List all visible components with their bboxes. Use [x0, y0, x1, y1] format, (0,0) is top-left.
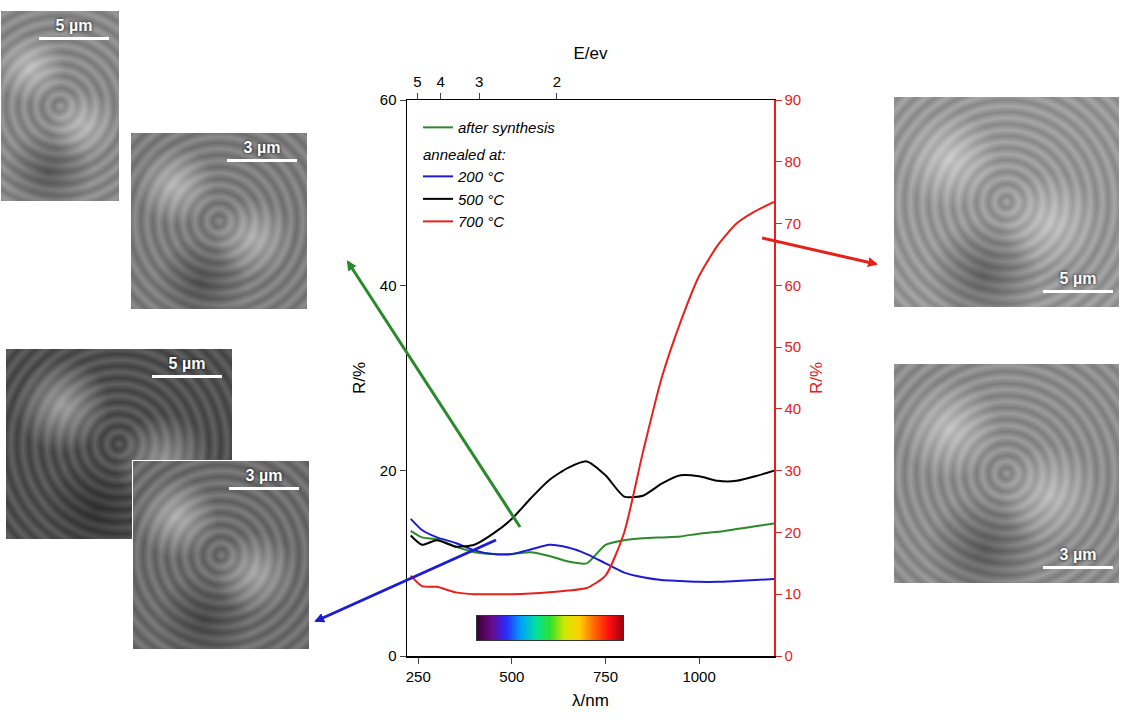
svg-text:30: 30	[785, 462, 802, 479]
svg-text:λ/nm: λ/nm	[572, 691, 609, 710]
svg-text:500: 500	[499, 668, 524, 685]
svg-text:50: 50	[785, 338, 802, 355]
svg-text:40: 40	[380, 277, 397, 294]
svg-text:4: 4	[437, 73, 445, 90]
svg-text:0: 0	[785, 647, 793, 664]
svg-text:10: 10	[785, 585, 802, 602]
svg-text:750: 750	[593, 668, 618, 685]
html-text:3 µm: 3 µm	[245, 467, 283, 484]
svg-text:20: 20	[380, 462, 397, 479]
svg-text:20: 20	[785, 524, 802, 541]
svg-text:70: 70	[785, 215, 802, 232]
svg-text:annealed at:: annealed at:	[423, 146, 506, 163]
html-text:5 µm: 5 µm	[55, 17, 93, 34]
svg-text:1000: 1000	[682, 668, 715, 685]
svg-text:0: 0	[388, 647, 396, 664]
svg-text:500 °C: 500 °C	[458, 191, 504, 208]
svg-text:200 °C: 200 °C	[457, 168, 504, 185]
svg-text:3: 3	[475, 73, 483, 90]
svg-text:after synthesis: after synthesis	[458, 119, 555, 136]
html-text:3 µm: 3 µm	[243, 139, 281, 156]
svg-text:60: 60	[785, 277, 802, 294]
svg-text:40: 40	[785, 400, 802, 417]
svg-text:R/%: R/%	[350, 362, 369, 394]
html-text:5 µm: 5 µm	[168, 355, 206, 372]
svg-text:250: 250	[406, 668, 431, 685]
svg-text:90: 90	[785, 91, 802, 108]
html-text:3 µm: 3 µm	[1059, 546, 1097, 563]
html-text:5 µm: 5 µm	[1059, 270, 1097, 287]
svg-text:E/ev: E/ev	[573, 44, 608, 63]
svg-text:R/%: R/%	[807, 362, 826, 394]
svg-text:700 °C: 700 °C	[458, 213, 504, 230]
svg-text:5: 5	[413, 73, 421, 90]
svg-text:2: 2	[553, 73, 561, 90]
svg-text:80: 80	[785, 153, 802, 170]
svg-text:60: 60	[380, 91, 397, 108]
